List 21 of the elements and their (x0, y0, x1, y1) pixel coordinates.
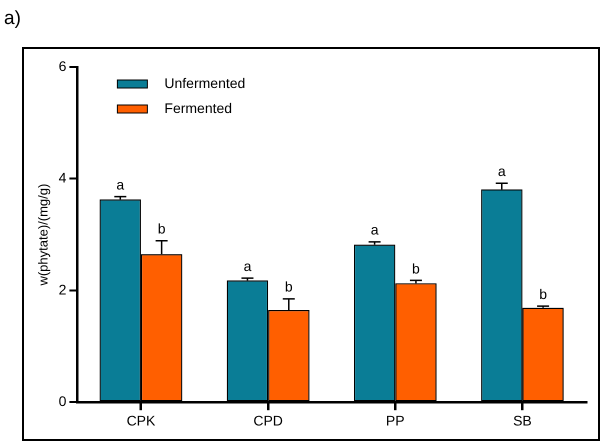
legend-label: Fermented (164, 100, 232, 116)
annotation: b (284, 278, 293, 295)
chart-title: a) (4, 8, 21, 30)
annotation: a (244, 258, 252, 274)
annotation: b (539, 286, 548, 302)
legend-label: Unfermented (164, 74, 246, 91)
x-tick-label: SB (513, 412, 532, 428)
y-tick-label: 6 (58, 58, 67, 74)
y-tick-label: 4 (58, 170, 67, 186)
panel-frame: w(phytate)/(mg/g) CPK CPD PP SB 0 2 4 6 a b a b a b a b Unfermented Fermented (22, 47, 600, 441)
annotation: b (158, 220, 166, 237)
x-tick-label: PP (386, 412, 405, 428)
x-tick-label: CPK (126, 412, 156, 428)
annotation: a (116, 176, 124, 192)
y-axis-title: w(phytate)/(mg/g) (35, 184, 50, 287)
x-tick-label: CPD (253, 412, 283, 428)
annotation: a (498, 163, 506, 180)
annotation: b (412, 260, 420, 276)
y-tick-label: 2 (58, 281, 67, 298)
annotation: a (370, 222, 379, 238)
y-tick-label: 0 (58, 393, 67, 410)
